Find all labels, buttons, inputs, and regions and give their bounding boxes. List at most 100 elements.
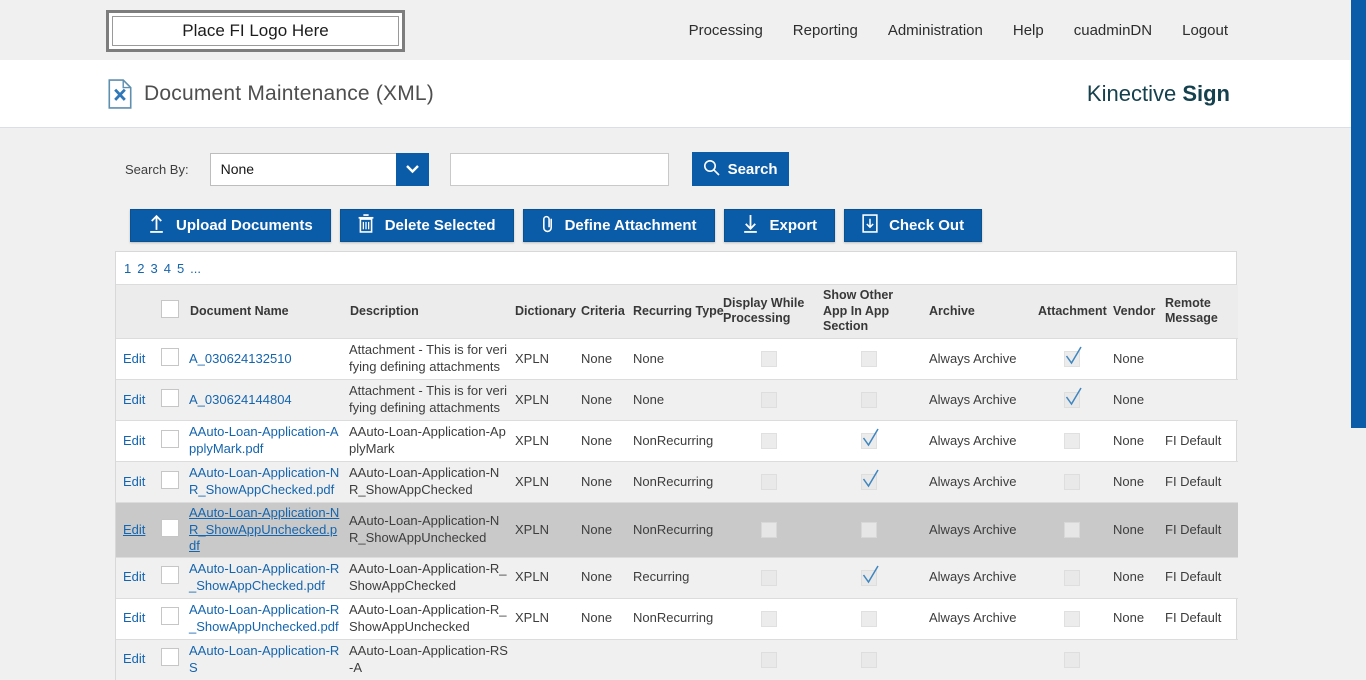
page-link-...[interactable]: ... (190, 260, 202, 276)
edit-link[interactable]: Edit (123, 473, 146, 489)
display-while-processing-checkbox[interactable] (761, 432, 777, 449)
search-row: Search By: None Search (115, 152, 1237, 186)
edit-link[interactable]: Edit (123, 350, 146, 366)
show-other-app-checkbox[interactable] (861, 651, 877, 668)
documents-table: Document Name Description Dictionary Cri… (116, 285, 1238, 680)
display-while-processing-checkbox[interactable] (761, 350, 777, 367)
edit-link[interactable]: Edit (123, 651, 146, 667)
archive-cell: Always Archive (919, 378, 1034, 421)
table-row: Edit AAuto-Loan-Application-R_ShowAppUnc… (116, 597, 1238, 640)
document-name-link[interactable]: AAuto-Loan-Application-ApplyMark.pdf (189, 424, 339, 456)
document-name-link[interactable]: AAuto-Loan-Application-RS (189, 643, 340, 675)
remote-message-cell (1161, 337, 1238, 380)
show-other-app-checkbox[interactable] (861, 391, 877, 408)
edit-link[interactable]: Edit (123, 521, 146, 537)
page-link-5[interactable]: 5 (176, 260, 185, 276)
show-other-app-checkbox[interactable] (861, 569, 877, 586)
attachment-checkbox[interactable] (1063, 350, 1080, 367)
search-button[interactable]: Search (691, 152, 789, 186)
page-link-4[interactable]: 4 (163, 260, 171, 276)
brand-regular: Kinective (1086, 80, 1177, 106)
remote-message-cell: FI Default (1161, 597, 1238, 640)
show-other-app-checkbox[interactable] (861, 610, 877, 627)
display-while-processing-checkbox[interactable] (761, 521, 777, 538)
dictionary-cell: XPLN (511, 419, 577, 462)
page-link-1[interactable]: 1 (124, 260, 132, 276)
page-link-3[interactable]: 3 (150, 260, 158, 276)
brand-bold: Sign (1182, 80, 1230, 106)
paperclip-icon (541, 214, 554, 237)
fi-logo-placeholder: Place FI Logo Here (106, 10, 405, 52)
document-name-link[interactable]: AAuto-Loan-Application-R_ShowAppUnchecke… (189, 602, 340, 634)
document-name-link[interactable]: A_030624132510 (189, 350, 292, 366)
attachment-checkbox[interactable] (1063, 569, 1080, 586)
attachment-checkbox[interactable] (1063, 610, 1080, 627)
column-header-attachment: Attachment (1034, 285, 1109, 339)
row-checkbox[interactable] (161, 429, 179, 448)
row-checkbox[interactable] (161, 518, 179, 537)
row-checkbox[interactable] (161, 470, 179, 489)
edit-link[interactable]: Edit (123, 569, 146, 585)
attachment-checkbox[interactable] (1063, 432, 1080, 449)
fi-logo-text: Place FI Logo Here (182, 21, 329, 40)
row-checkbox[interactable] (161, 607, 179, 626)
document-name-link[interactable]: AAuto-Loan-Application-NR_ShowAppChecked… (189, 465, 340, 497)
toolbar: Upload Documents Delete Selected Define At… (115, 209, 1237, 242)
download-icon (742, 214, 759, 237)
export-button[interactable]: Export (723, 209, 836, 242)
top-navigation: Processing Reporting Administration Help cua… (689, 0, 1228, 60)
description-cell: AAuto-Loan-Application-R_ShowAppChecked (346, 556, 511, 599)
attachment-checkbox[interactable] (1063, 521, 1080, 538)
edit-link[interactable]: Edit (123, 610, 146, 626)
document-name-link[interactable]: A_030624144804 (189, 391, 292, 407)
show-other-app-checkbox[interactable] (861, 350, 877, 367)
edit-link[interactable]: Edit (123, 432, 146, 448)
nav-item-help[interactable]: Help (1012, 21, 1044, 39)
remote-message-cell (1161, 638, 1238, 680)
define-attachment-button[interactable]: Define Attachment (522, 209, 715, 242)
row-checkbox[interactable] (161, 566, 179, 585)
show-other-app-checkbox[interactable] (861, 432, 877, 449)
nav-item-logout[interactable]: Logout (1182, 21, 1228, 39)
archive-cell: Always Archive (919, 597, 1034, 640)
attachment-checkbox[interactable] (1063, 473, 1080, 490)
display-while-processing-checkbox[interactable] (761, 391, 777, 408)
table-row: Edit AAuto-Loan-Application-NR_ShowAppCh… (116, 460, 1238, 503)
upload-documents-button[interactable]: Upload Documents (130, 209, 331, 242)
show-other-app-checkbox[interactable] (861, 521, 877, 538)
search-by-select[interactable]: None (209, 152, 429, 186)
nav-item-administration[interactable]: Administration (887, 21, 983, 39)
column-header-dictionary: Dictionary (511, 285, 577, 339)
criteria-cell: None (577, 597, 629, 640)
row-checkbox[interactable] (161, 347, 179, 366)
table-row: Edit AAuto-Loan-Application-RS AAuto-Loa… (116, 638, 1238, 680)
check-out-button[interactable]: Check Out (844, 209, 983, 242)
nav-item-cuadmindn[interactable]: cuadminDN (1073, 21, 1153, 39)
chevron-down-icon[interactable] (395, 152, 429, 186)
search-button-label: Search (727, 160, 778, 178)
display-while-processing-checkbox[interactable] (761, 610, 777, 627)
document-name-link[interactable]: AAuto-Loan-Application-R_ShowAppChecked.… (189, 561, 340, 593)
page-link-2[interactable]: 2 (137, 260, 145, 276)
display-while-processing-checkbox[interactable] (761, 651, 777, 668)
show-other-app-checkbox[interactable] (861, 473, 877, 490)
display-while-processing-checkbox[interactable] (761, 473, 777, 490)
attachment-checkbox[interactable] (1063, 651, 1080, 668)
remote-message-cell: FI Default (1161, 556, 1238, 599)
remote-message-cell: FI Default (1161, 501, 1238, 558)
row-checkbox[interactable] (161, 388, 179, 407)
delete-selected-button[interactable]: Delete Selected (339, 209, 514, 242)
scrollbar-thumb[interactable] (1351, 0, 1366, 428)
select-all-checkbox[interactable] (161, 300, 179, 319)
document-name-link[interactable]: AAuto-Loan-Application-NR_ShowAppUncheck… (189, 504, 340, 554)
row-checkbox[interactable] (161, 648, 179, 667)
description-cell: AAuto-Loan-Application-ApplyMark (346, 419, 511, 462)
column-header-description: Description (346, 285, 511, 339)
search-input[interactable] (449, 152, 669, 186)
display-while-processing-checkbox[interactable] (761, 569, 777, 586)
nav-item-reporting[interactable]: Reporting (792, 21, 858, 39)
description-cell: AAuto-Loan-Application-NR_ShowAppChecked (346, 460, 511, 503)
nav-item-processing[interactable]: Processing (688, 21, 763, 39)
edit-link[interactable]: Edit (123, 391, 146, 407)
attachment-checkbox[interactable] (1063, 391, 1080, 408)
